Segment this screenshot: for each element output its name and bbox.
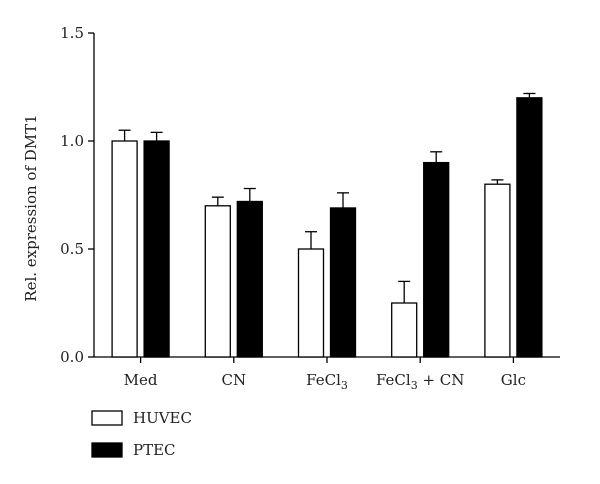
legend-swatch-ptec: [91, 442, 123, 458]
y-tick-label: 0.5: [60, 240, 84, 258]
x-tick-label: Glc: [501, 371, 526, 389]
bar-huvec-4: [484, 183, 511, 358]
x-tick-label: FeCl3 + CN: [376, 371, 464, 392]
x-tick-label: FeCl3: [306, 371, 348, 392]
x-tick-label: CN: [221, 371, 246, 389]
x-axis-labels: Med CN FeCl3 FeCl3 + CN Glc: [124, 371, 526, 392]
bar-ptec-1: [236, 200, 263, 358]
bar-huvec-2: [297, 248, 325, 358]
y-tick-label: 0.0: [60, 348, 84, 366]
y-tick-label: 1.5: [60, 24, 84, 42]
bar-huvec-3: [391, 302, 418, 358]
legend-swatch-huvec: [91, 410, 123, 426]
bar-ptec-0: [143, 140, 170, 358]
axes: 0.0 0.5 1.0 1.5: [60, 24, 560, 366]
bars: [111, 92, 543, 358]
bar-huvec-1: [204, 205, 231, 358]
bar-ptec-2: [329, 207, 357, 358]
x-tick-label: Med: [124, 371, 158, 389]
bar-ptec-4: [516, 97, 543, 358]
bar-huvec-0: [111, 140, 138, 358]
legend-label-huvec: HUVEC: [133, 409, 192, 427]
legend-label-ptec: PTEC: [133, 441, 176, 459]
legend: HUVEC PTEC: [91, 409, 192, 459]
bar-ptec-3: [423, 161, 450, 358]
y-axis-label: Rel. expression of DMT1: [22, 114, 40, 301]
y-tick-label: 1.0: [60, 132, 84, 150]
